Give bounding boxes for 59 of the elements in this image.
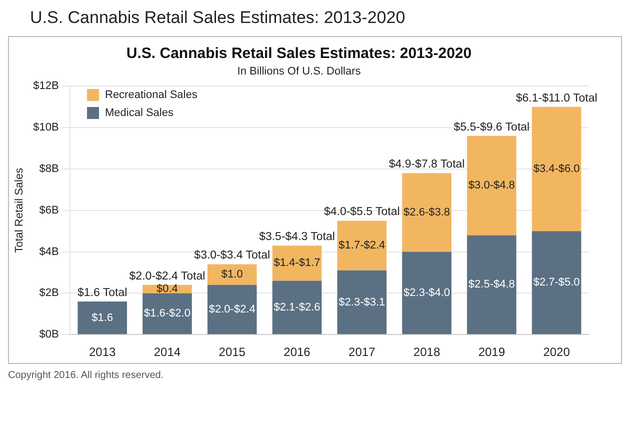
total-label: $3.0-$3.4 Total <box>194 250 270 262</box>
bar <box>207 264 257 285</box>
legend-label: Recreational Sales <box>105 89 198 101</box>
data-label: $2.5-$4.8 <box>468 278 515 291</box>
text: Copyright 2016. All rights reserved. <box>8 370 165 381</box>
bar <box>467 136 516 236</box>
data-label: $0.4 <box>156 283 178 296</box>
data-label: $2.1-$2.6 <box>274 301 320 314</box>
y-tick-label: $2B <box>39 287 59 300</box>
chart-title: U.S. Cannabis Retail Sales Estimates: 2013-2020 <box>30 8 406 27</box>
y-tick-label: $6B <box>39 204 59 216</box>
data-label: $3.0-$4.8 <box>468 180 515 192</box>
data-label: $1.7-$2.4 <box>338 240 386 252</box>
data-label: $1.4-$1.7 <box>274 257 320 270</box>
x-tick-label: 2017 <box>348 345 376 360</box>
data-label: $2.0-$2.4 <box>208 304 256 316</box>
bar <box>78 301 127 334</box>
bar <box>532 231 582 334</box>
y-tick-label: $10B <box>33 122 59 134</box>
total-label: $5.5-$9.6 Total <box>454 121 530 134</box>
legend-label: Medical Sales <box>105 107 174 119</box>
total-label: $2.0-$2.4 Total <box>129 270 206 282</box>
bar <box>402 252 452 334</box>
chart-subtitle: In Billions Of U.S. Dollars <box>237 66 362 78</box>
bar <box>272 246 322 281</box>
data-label: $2.3-$4.0 <box>404 286 450 299</box>
total-label: $4.0-$5.5 Total <box>324 206 400 218</box>
data-label: $3.4-$6.0 <box>533 163 580 176</box>
total-label: $6.1-$11.0 Total <box>516 92 598 104</box>
y-tick-label: $8B <box>39 163 59 176</box>
bar <box>467 235 516 334</box>
total-label: $3.5-$4.3 Total <box>259 231 335 244</box>
x-tick-label: 2019 <box>478 345 506 360</box>
data-label: $2.3-$3.1 <box>338 296 386 308</box>
x-tick-label: 2016 <box>284 345 311 360</box>
bar <box>337 220 387 270</box>
x-tick-label: 2020 <box>543 345 570 360</box>
total-label: $4.9-$7.8 Total <box>388 158 465 171</box>
bar <box>142 293 192 334</box>
x-tick-label: 2014 <box>154 345 181 360</box>
x-tick-label: 2018 <box>413 345 440 360</box>
data-label: $2.6-$3.8 <box>404 206 450 218</box>
bar <box>532 106 582 232</box>
bar <box>402 173 452 252</box>
total-label: $1.6 Total <box>78 286 128 299</box>
bar <box>272 280 322 334</box>
data-label: $1.0 <box>221 268 243 281</box>
bar <box>337 270 387 334</box>
y-tick-label: $12B <box>33 80 59 92</box>
chart-title: U.S. Cannabis Retail Sales Estimates: 2013-2020 <box>126 45 472 62</box>
data-label: $1.6-$2.0 <box>144 308 190 320</box>
data-label: $1.6 <box>92 312 114 324</box>
y-axis-title: Total Retail Sales <box>14 167 26 253</box>
bar <box>207 284 257 334</box>
y-tick-label: $4B <box>39 246 59 258</box>
x-tick-label: 2015 <box>218 345 246 360</box>
y-tick-label: $0B <box>39 328 59 341</box>
data-label: $2.7-$5.0 <box>533 276 580 289</box>
x-tick-label: 2013 <box>88 345 116 360</box>
